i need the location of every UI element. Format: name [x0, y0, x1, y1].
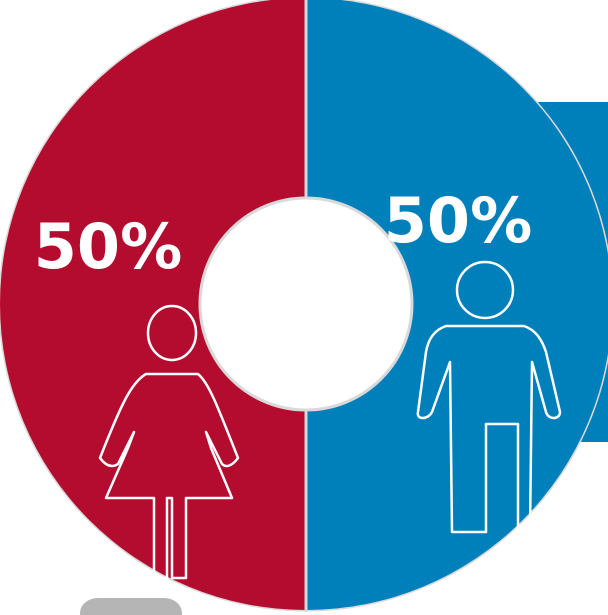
- female-figure-icon: [98, 304, 240, 580]
- female-percent-label: 50%: [34, 210, 182, 283]
- male-percent-label: 50%: [384, 184, 532, 257]
- donut-hole: [198, 196, 414, 412]
- female-slice: [0, 0, 306, 610]
- male-figure-icon: [416, 260, 562, 534]
- grey-background-tab: [80, 598, 182, 615]
- male-slice: [306, 0, 608, 610]
